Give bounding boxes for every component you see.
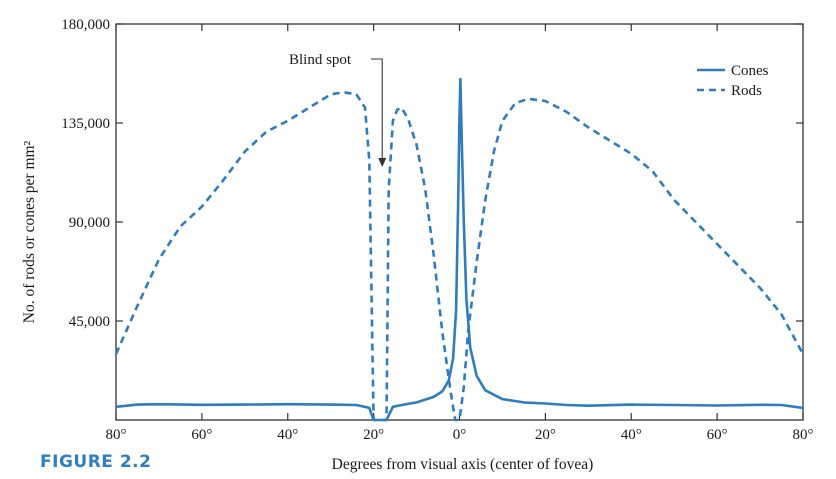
x-tick-label: 60°	[707, 427, 728, 443]
x-axis-title: Degrees from visual axis (center of fove…	[332, 456, 594, 473]
x-tick-label: 80°	[106, 427, 127, 443]
series-layer	[114, 77, 805, 422]
x-tick-label: 20°	[363, 427, 384, 443]
x-tick-label: 40°	[277, 427, 298, 443]
legend-label-rods: Rods	[731, 83, 762, 99]
blind-spot-leader	[371, 58, 383, 159]
annotation: Blind spot	[289, 52, 387, 167]
legend-label-cones: Cones	[731, 63, 769, 79]
y-tick-label: 180,000	[61, 17, 110, 33]
x-tick-label: 40°	[621, 427, 642, 443]
x-tick-label: 0°	[453, 427, 467, 443]
x-tick-label: 60°	[191, 427, 212, 443]
series-line-rods	[114, 90, 805, 422]
y-tick-label: 90,000	[69, 215, 110, 231]
legend: Cones Rods	[697, 63, 769, 99]
figure-label: FIGURE 2.2	[40, 452, 152, 472]
blind-spot-arrowhead	[378, 158, 387, 167]
y-axis-ticks: 45,000 90,000 135,000 180,000	[61, 17, 803, 330]
y-tick-label: 135,000	[61, 116, 110, 132]
y-axis-title: No. of rods or cones per mm²	[21, 140, 38, 323]
blind-spot-label: Blind spot	[289, 52, 352, 68]
y-tick-label: 45,000	[69, 314, 110, 330]
series-line-cones	[115, 77, 804, 422]
x-tick-label: 20°	[535, 427, 556, 443]
x-tick-label: 80°	[793, 427, 814, 443]
